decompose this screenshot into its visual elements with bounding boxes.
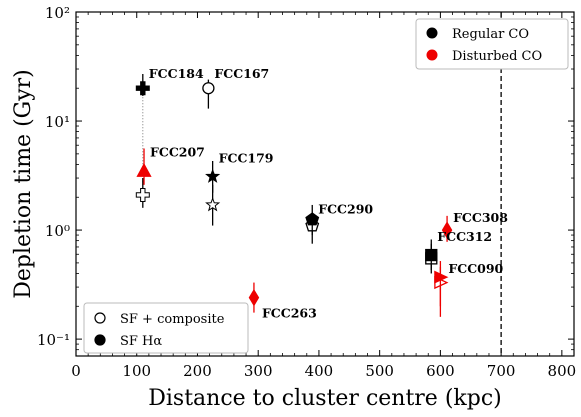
fcc290-label: FCC290 (318, 202, 373, 217)
sf-legend-marker (94, 312, 106, 324)
fcc207-label: FCC207 (150, 145, 205, 160)
fcc179-comp-marker (205, 197, 221, 212)
x-tick-label: 800 (548, 362, 577, 380)
fcc312-label: FCC312 (437, 229, 492, 244)
co-legend-marker (426, 49, 438, 61)
y-tick-label: 10⁰ (45, 222, 70, 240)
sf-legend-label: SF + composite (120, 312, 225, 327)
fcc179-ha-marker (205, 168, 221, 183)
fcc290-ha-marker (305, 212, 320, 226)
x-tick-label: 100 (122, 362, 151, 380)
y-axis-title: Depletion time (Gyr) (11, 69, 36, 299)
fcc167-label: FCC167 (214, 66, 269, 81)
fcc263-ha-marker (248, 288, 260, 307)
x-tick-label: 300 (244, 362, 273, 380)
x-tick-label: 500 (365, 362, 394, 380)
fcc184-comp-marker (135, 187, 150, 202)
co-legend-label: Regular CO (452, 27, 529, 42)
x-tick-label: 400 (305, 362, 334, 380)
fcc090-label: FCC090 (448, 261, 503, 276)
co-legend-box (415, 18, 569, 70)
co-legend-marker (426, 27, 438, 39)
fcc179-label: FCC179 (219, 150, 274, 165)
x-tick-label: 600 (426, 362, 455, 380)
fcc263-label: FCC263 (262, 306, 317, 321)
x-axis-title: Distance to cluster centre (kpc) (148, 386, 501, 411)
fcc167-comp-marker (202, 82, 215, 95)
sf-legend-label: SF Hα (120, 334, 162, 349)
y-tick-label: 10¹ (45, 113, 70, 131)
x-tick-label: 0 (71, 362, 81, 380)
co-legend-label: Disturbed CO (452, 49, 542, 64)
fcc312-ha-marker (425, 248, 438, 262)
y-tick-label: 10² (45, 4, 70, 22)
sf-legend-box (83, 302, 249, 354)
fcc207-ha-marker (136, 162, 152, 177)
x-tick-label: 200 (183, 362, 212, 380)
y-tick-label: 10⁻¹ (37, 331, 70, 349)
plot-frame (75, 11, 575, 357)
x-tick-label: 700 (487, 362, 516, 380)
fcc090-ha-marker (434, 270, 449, 284)
fcc184-label: FCC184 (149, 66, 204, 81)
sf-legend-marker (94, 334, 106, 346)
fcc308-label: FCC308 (453, 210, 508, 225)
fcc184-ha-marker (135, 81, 150, 96)
fcc308-ha-marker (441, 221, 453, 239)
